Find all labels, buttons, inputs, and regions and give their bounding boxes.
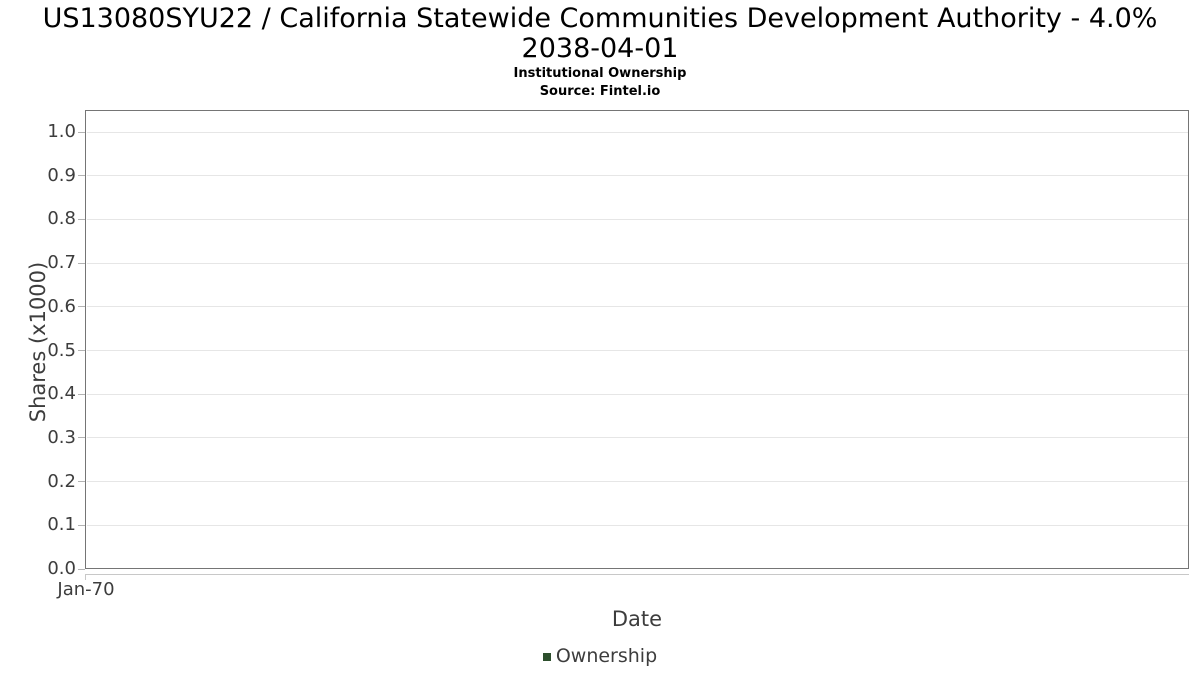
y-tick-label: 0.6 (47, 295, 76, 317)
y-gridline (87, 393, 1188, 395)
y-gridline (87, 218, 1188, 220)
y-tick-label: 0.8 (47, 208, 76, 230)
y-tick-mark (78, 437, 85, 439)
y-tick-label: 0.4 (47, 383, 76, 405)
y-tick-mark (78, 350, 85, 351)
y-tick-label: 1.0 (47, 121, 76, 142)
y-tick-label: 0.9 (47, 164, 76, 186)
y-tick-mark (78, 262, 85, 264)
y-tick-mark (78, 131, 85, 133)
y-gridline (87, 306, 1188, 308)
y-tick-label: 0.5 (47, 339, 76, 361)
legend-item-ownership[interactable]: Ownership (0, 645, 1200, 667)
y-gridline (87, 131, 1188, 133)
chart-title-line2: 2038-04-01 (521, 33, 679, 64)
y-gridline (87, 262, 1188, 264)
y-gridline (87, 437, 1188, 439)
chart-source: Source: Fintel.io (539, 84, 661, 99)
y-gridline (87, 350, 1188, 351)
y-tick-label: 0.7 (47, 252, 76, 274)
x-tick-label: Jan-70 (57, 579, 115, 600)
y-tick-mark (78, 218, 85, 220)
y-gridline (87, 175, 1188, 177)
y-tick-mark (78, 393, 85, 395)
x-axis-line (86, 574, 1189, 575)
y-axis-title: Shares (x1000) (26, 261, 50, 423)
chart-title-line1: US13080SYU22 / California Statewide Comm… (42, 3, 1158, 34)
y-tick-label: 0.0 (47, 558, 76, 579)
y-tick-mark (78, 568, 85, 570)
chart-subtitle: Institutional Ownership (513, 66, 687, 81)
y-gridline (87, 524, 1188, 526)
x-tick-mark (85, 574, 86, 580)
y-tick-mark (78, 175, 85, 177)
y-tick-label: 0.3 (47, 426, 76, 448)
y-gridline (87, 481, 1188, 483)
legend-label: Ownership (555, 645, 658, 667)
y-tick-mark (78, 306, 85, 308)
y-tick-mark (78, 524, 85, 526)
y-tick-label: 0.1 (47, 514, 76, 536)
legend-marker-icon (542, 653, 551, 661)
plot-area (85, 110, 1189, 569)
x-axis-title: Date (611, 607, 663, 631)
y-tick-label: 0.2 (47, 470, 76, 492)
y-tick-mark (78, 481, 85, 483)
